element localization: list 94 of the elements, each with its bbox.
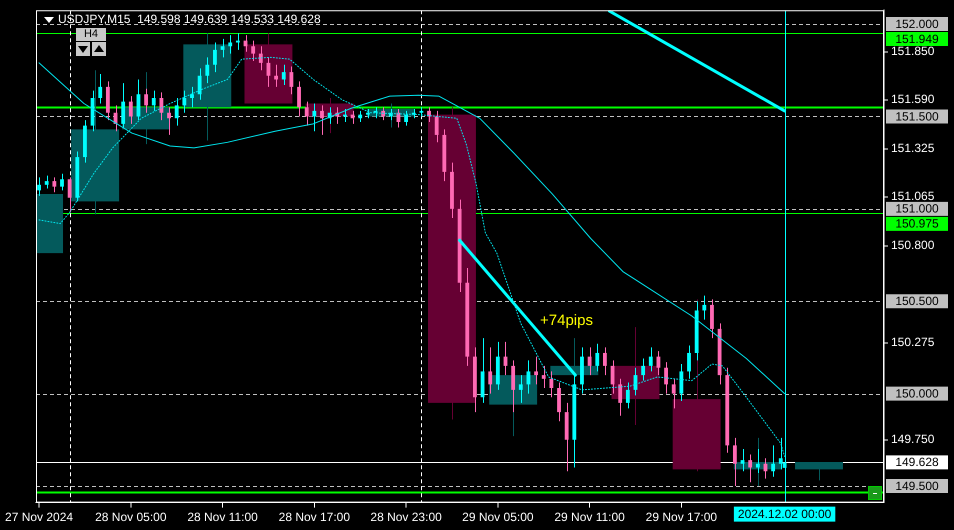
chart-title: USDJPY,M15 149.598 149.639 149.533 149.628 [58,12,321,26]
annotation: +74pips [540,312,593,329]
candlestick [504,341,508,376]
candlestick [297,80,301,117]
candlestick [159,92,164,121]
candlestick [350,110,354,124]
candlestick [236,32,240,50]
candlestick [381,106,386,121]
candlestick [198,68,202,100]
x-tick-label: 27 Nov 2024 [5,510,74,524]
ref-line-label: 149.628 [895,455,940,470]
candlestick [220,38,224,58]
candlestick [128,96,133,124]
ref-line-label: 2024.12.02 00:00 [738,506,832,521]
candlestick [152,90,156,112]
candlestick [549,370,554,398]
candlestick [771,444,776,478]
candlestick [404,110,408,126]
y-tick-label: 150.275 [891,335,935,350]
y-tick-label: 151.590 [891,92,935,106]
candlestick [634,367,638,396]
candlestick [68,176,72,214]
candlestick [588,346,592,376]
x-tick-label: 28 Nov 17:00 [278,510,350,524]
candlestick [648,346,653,372]
candlestick [610,360,614,394]
candlestick [595,343,600,372]
candlestick [488,346,492,394]
candlestick [98,73,102,104]
candlestick [626,382,630,409]
y-tick-label: 149.750 [891,432,935,446]
candlestick [740,448,744,472]
candlestick [244,34,248,52]
x-tick-label: 28 Nov 23:00 [370,510,442,524]
x-tick-label: 29 Nov 11:00 [554,510,626,524]
x-tick-label: 28 Nov 11:00 [187,510,258,524]
candlestick [679,364,684,402]
candlestick [213,42,217,73]
candlestick [687,345,691,380]
ref-line-label: 152.000 [895,16,940,31]
x-tick-label: 29 Nov 05:00 [462,510,534,524]
candlestick [44,175,49,189]
ref-line-label: 149.500 [895,478,940,493]
y-tick-label: 151.325 [891,141,935,156]
candlestick [304,101,309,126]
candlestick [396,108,400,128]
candlestick [764,458,768,480]
candlestick [312,103,316,132]
ref-line-label: 150.500 [895,294,940,308]
x-tick-label: 28 Nov 05:00 [95,510,167,524]
candlestick [136,78,140,121]
ref-line-label: 151.500 [895,109,940,124]
candlestick [274,64,278,88]
candlestick [518,374,523,404]
candlestick [542,365,546,389]
x-tick-label: 29 Nov 17:00 [646,510,718,524]
candlestick [702,295,706,320]
candlestick [320,104,324,136]
candlestick [289,66,294,95]
candlestick [358,110,362,122]
candlestick [182,90,186,114]
candlestick [427,106,431,122]
candlestick [167,106,171,136]
candlestick [526,360,530,394]
ref-line-label: 150.000 [895,386,940,400]
candlestick [732,437,737,486]
annotation: H4 [76,28,106,41]
y-tick-label: 151.065 [891,189,935,204]
candlestick [602,346,607,376]
candlestick [343,108,347,122]
candlestick [366,108,370,119]
candlestick [37,176,41,196]
candlestick [114,104,118,132]
candlestick [121,82,126,128]
ref-line-label: 151.000 [895,202,940,216]
candlestick [174,97,179,126]
candlestick [434,110,439,143]
candlestick [282,64,286,86]
candlestick [656,350,660,376]
ref-line-label: 150.975 [895,216,940,231]
candlestick [52,176,56,193]
candlestick [778,437,783,470]
candlestick [60,173,64,191]
line-series [38,56,786,457]
candlestick [664,362,668,394]
candlestick [534,356,538,385]
candlestick [641,358,646,382]
candlestick [205,56,210,84]
ref-line-label: 151.949 [895,32,940,46]
y-tick-label: 150.800 [891,238,935,252]
candlestick [748,454,752,483]
candlestick [190,86,194,108]
y-tick-label: 151.850 [891,44,935,58]
candlestick [251,40,256,62]
